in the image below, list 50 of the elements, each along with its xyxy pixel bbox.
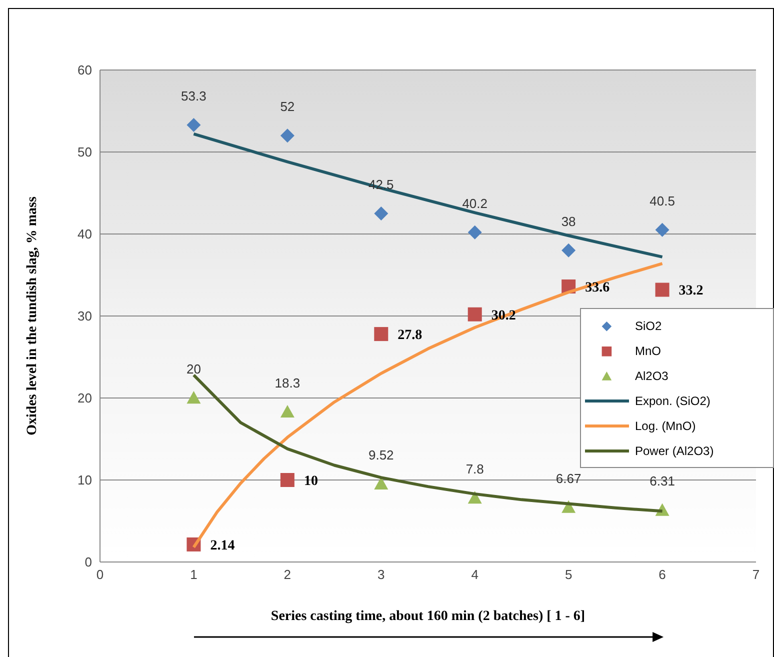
data-label: 38 xyxy=(561,214,576,229)
point xyxy=(562,243,576,258)
point xyxy=(186,118,201,132)
x-tick-label: 7 xyxy=(752,567,760,582)
y-tick-label: 10 xyxy=(78,472,92,488)
legend-label: Al2O3 xyxy=(635,368,668,382)
point xyxy=(280,473,294,487)
legend-label: Expon. (SiO2) xyxy=(635,394,710,408)
data-label: 40.5 xyxy=(650,193,675,208)
data-label: 10 xyxy=(304,474,318,489)
data-label: 53.3 xyxy=(181,88,206,104)
data-label: 18.3 xyxy=(274,375,300,390)
x-tick-label: 0 xyxy=(96,567,104,582)
legend-label: MnO xyxy=(635,344,662,358)
data-label: 27.8 xyxy=(398,328,422,344)
point xyxy=(374,327,388,342)
x-tick-label: 6 xyxy=(658,567,666,582)
point xyxy=(186,391,201,404)
point xyxy=(655,222,670,237)
y-tick-label: 0 xyxy=(84,554,92,570)
x-tick-label: 3 xyxy=(378,567,385,582)
data-label: 33.2 xyxy=(678,284,704,299)
data-label: 40.2 xyxy=(462,196,488,211)
point xyxy=(280,404,294,418)
y-tick-label: 30 xyxy=(78,308,92,324)
point xyxy=(374,206,388,220)
x-tick-label: 4 xyxy=(471,567,478,582)
point xyxy=(374,476,388,490)
legend-label: Power (Al2O3) xyxy=(635,444,714,458)
x-axis-title: Series casting time, about 160 min (2 batches) [ 1 - 6] xyxy=(270,609,586,624)
point xyxy=(655,282,670,297)
y-axis-title: Oxides level in the tundish slag, % mass xyxy=(24,196,40,436)
legend-label: Log. (MnO) xyxy=(635,418,696,432)
data-label: 7.8 xyxy=(466,462,484,477)
point xyxy=(280,128,294,143)
data-label: 9.52 xyxy=(368,447,394,462)
x-tick-label: 1 xyxy=(190,567,198,582)
data-label: 20 xyxy=(186,361,201,376)
x-tick-label: 2 xyxy=(284,567,292,582)
x-tick-label: 5 xyxy=(564,567,572,582)
data-label: 52 xyxy=(280,99,295,114)
legend-label: SiO2 xyxy=(635,318,662,332)
y-tick-label: 40 xyxy=(78,226,92,242)
y-tick-label: 20 xyxy=(78,390,92,406)
data-label: 33.6 xyxy=(585,280,610,296)
y-tick-label: 60 xyxy=(78,62,92,78)
point xyxy=(468,307,482,322)
point xyxy=(468,225,482,240)
y-tick-label: 50 xyxy=(78,144,92,160)
data-label: 2.14 xyxy=(210,538,235,554)
